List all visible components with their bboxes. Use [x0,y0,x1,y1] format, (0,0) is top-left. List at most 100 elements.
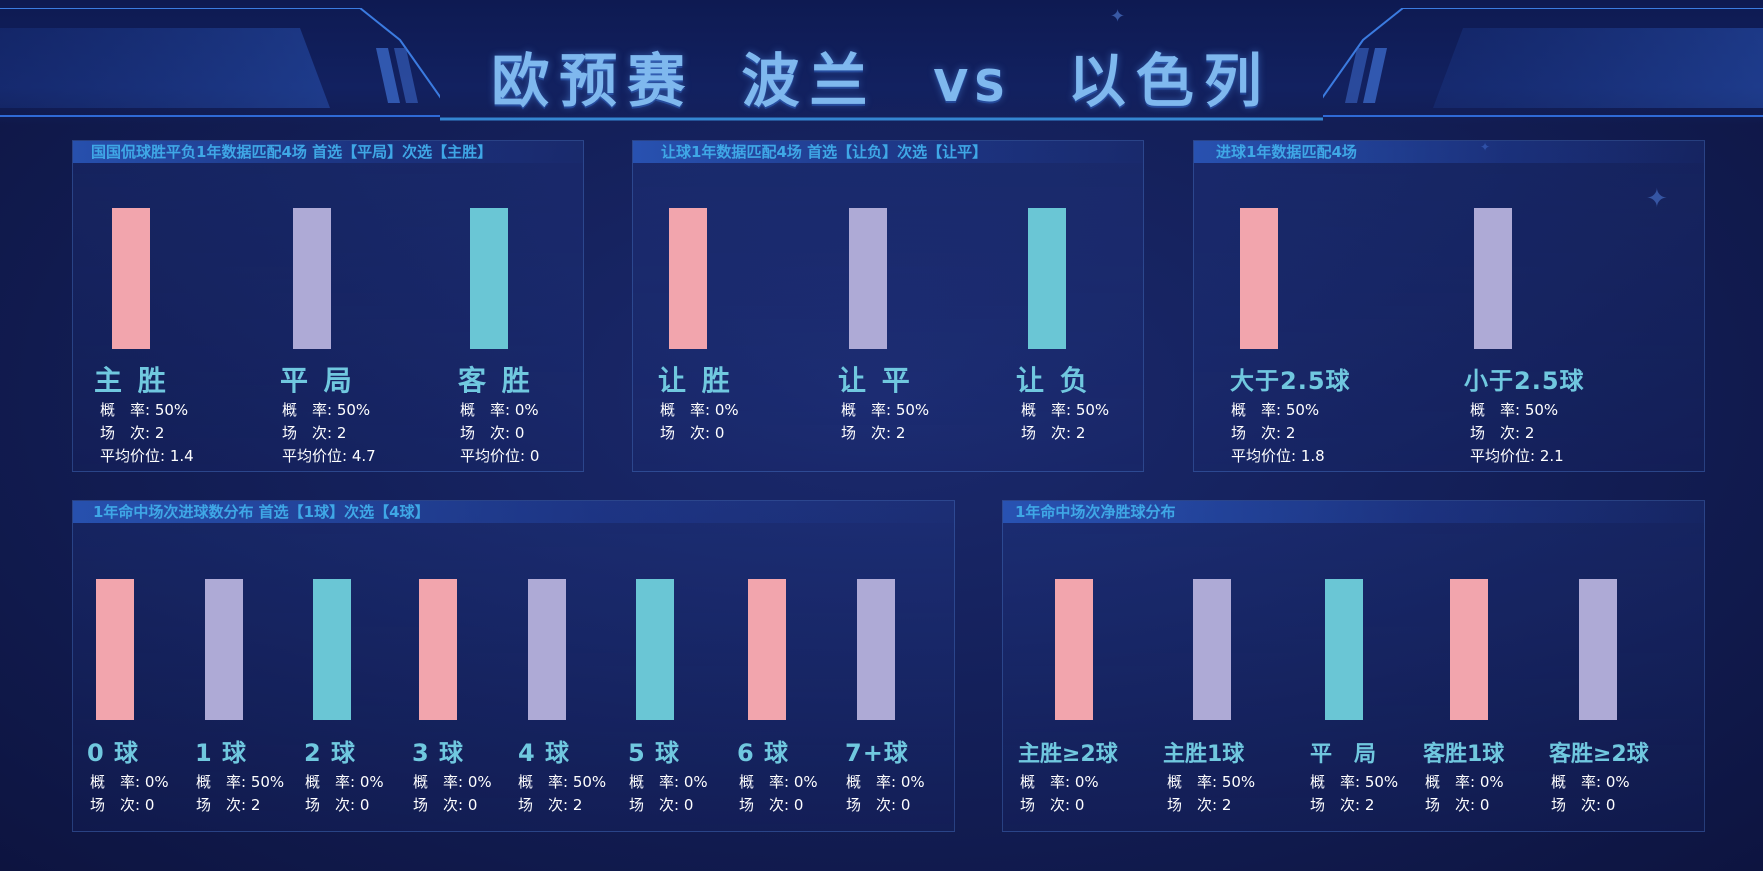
panel-heading: 国国侃球胜平负1年数据匹配4场 首选【平局】次选【主胜】 [73,141,583,163]
prob-value: 0% [1074,773,1099,791]
bar-handicap-win [669,208,707,349]
prob-value: 0% [144,773,169,791]
prob-label: 概 率: [282,401,333,419]
count-value: 2 [336,424,347,442]
match-count: 场 次: 2 [1310,794,1374,815]
probability: 概 率: 0% [846,771,925,792]
bar-goals-7-plus [857,579,895,720]
probability: 概 率: 50% [1231,399,1319,420]
count-label: 场 次: [841,424,892,442]
prob-value: 0% [359,773,384,791]
panel-net-win-distribution: 1年命中场次净胜球分布 主胜≥2球 概 率: 0% 场 次: 0 主胜1球 概 … [1002,500,1705,832]
count-value: 2 [895,424,906,442]
count-value: 0 [359,796,370,814]
count-value: 0 [1479,796,1490,814]
prob-value: 50% [572,773,607,791]
panel-heading: 1年命中场次净胜球分布 [1003,501,1704,523]
option-label: 平 局 [280,364,355,397]
bar-away-win-1 [1450,579,1488,720]
prob-label: 概 率: [460,401,511,419]
probability: 概 率: 50% [1021,399,1109,420]
prob-label: 概 率: [100,401,151,419]
count-label: 场 次: [282,424,333,442]
match-count: 场 次: 0 [739,794,803,815]
prob-value: 50% [336,401,371,419]
avg-label: 平均价位: [1470,447,1536,465]
bar-over-2-5 [1240,208,1278,349]
average-odds: 平均价位: 4.7 [282,445,376,466]
probability: 概 率: 0% [1551,771,1630,792]
match-count: 场 次: 0 [1020,794,1084,815]
bar-goals-4 [528,579,566,720]
avg-value: 1.4 [169,447,194,465]
average-odds: 平均价位: 1.8 [1231,445,1325,466]
match-count: 场 次: 0 [1551,794,1615,815]
prob-label: 概 率: [1020,773,1071,791]
average-odds: 平均价位: 0 [460,445,539,466]
probability: 概 率: 50% [841,399,929,420]
bar-handicap-loss [1028,208,1066,349]
bar-under-2-5 [1474,208,1512,349]
option-label: 平 局 [1310,742,1377,767]
header-decoration-left [0,8,440,117]
header-decoration-right [1323,8,1763,117]
option-label: 主胜≥2球 [1018,742,1118,767]
option-label: 小于2.5球 [1464,367,1585,395]
count-value: 2 [1221,796,1232,814]
probability: 概 率: 50% [100,399,188,420]
count-value: 0 [1074,796,1085,814]
panel-heading: 进球1年数据匹配4场 [1194,141,1704,163]
prob-value: 50% [1285,401,1320,419]
count-label: 场 次: [1020,796,1071,814]
panel-handicap: 让球1年数据匹配4场 首选【让负】次选【让平】 让 胜 概 率: 0% 场 次:… [632,140,1144,472]
avg-value: 0 [529,447,540,465]
count-label: 场 次: [1470,424,1521,442]
option-label: 客胜1球 [1423,742,1505,767]
count-label: 场 次: [196,796,247,814]
prob-value: 0% [683,773,708,791]
title-home-team: 波兰 [741,47,878,115]
bar-away-win [470,208,508,349]
bar-handicap-draw [849,208,887,349]
count-label: 场 次: [1310,796,1361,814]
count-label: 场 次: [460,424,511,442]
prob-label: 概 率: [660,401,711,419]
option-label: 6 球 [737,739,790,767]
avg-label: 平均价位: [100,447,166,465]
option-label: 2 球 [304,739,357,767]
prob-value: 50% [895,401,930,419]
title-vs: VS [933,61,1012,112]
average-odds: 平均价位: 2.1 [1470,445,1564,466]
prob-label: 概 率: [739,773,790,791]
count-label: 场 次: [629,796,680,814]
count-label: 场 次: [846,796,897,814]
count-label: 场 次: [305,796,356,814]
count-label: 场 次: [1167,796,1218,814]
prob-value: 0% [793,773,818,791]
panel-win-draw-loss: 国国侃球胜平负1年数据匹配4场 首选【平局】次选【主胜】 主 胜 概 率: 50… [72,140,584,472]
count-value: 2 [1364,796,1375,814]
count-label: 场 次: [518,796,569,814]
probability: 概 率: 0% [413,771,492,792]
probability: 概 率: 0% [460,399,539,420]
count-label: 场 次: [1425,796,1476,814]
count-value: 0 [683,796,694,814]
probability: 概 率: 0% [1425,771,1504,792]
option-label: 3 球 [412,739,465,767]
probability: 概 率: 0% [90,771,169,792]
bar-away-win-2-plus [1579,579,1617,720]
prob-label: 概 率: [196,773,247,791]
count-label: 场 次: [90,796,141,814]
probability: 概 率: 0% [629,771,708,792]
prob-label: 概 率: [846,773,897,791]
panel-total-goals-distribution: 1年命中场次进球数分布 首选【1球】次选【4球】 0 球 概 率: 0% 场 次… [72,500,955,832]
average-odds: 平均价位: 1.4 [100,445,194,466]
avg-value: 2.1 [1539,447,1564,465]
probability: 概 率: 50% [196,771,284,792]
title-bar: 欧预赛 波兰 VS 以色列 [0,34,1763,118]
count-value: 0 [467,796,478,814]
option-label: 4 球 [518,739,571,767]
bar-goals-6 [748,579,786,720]
match-count: 场 次: 2 [1167,794,1231,815]
probability: 概 率: 50% [282,399,370,420]
